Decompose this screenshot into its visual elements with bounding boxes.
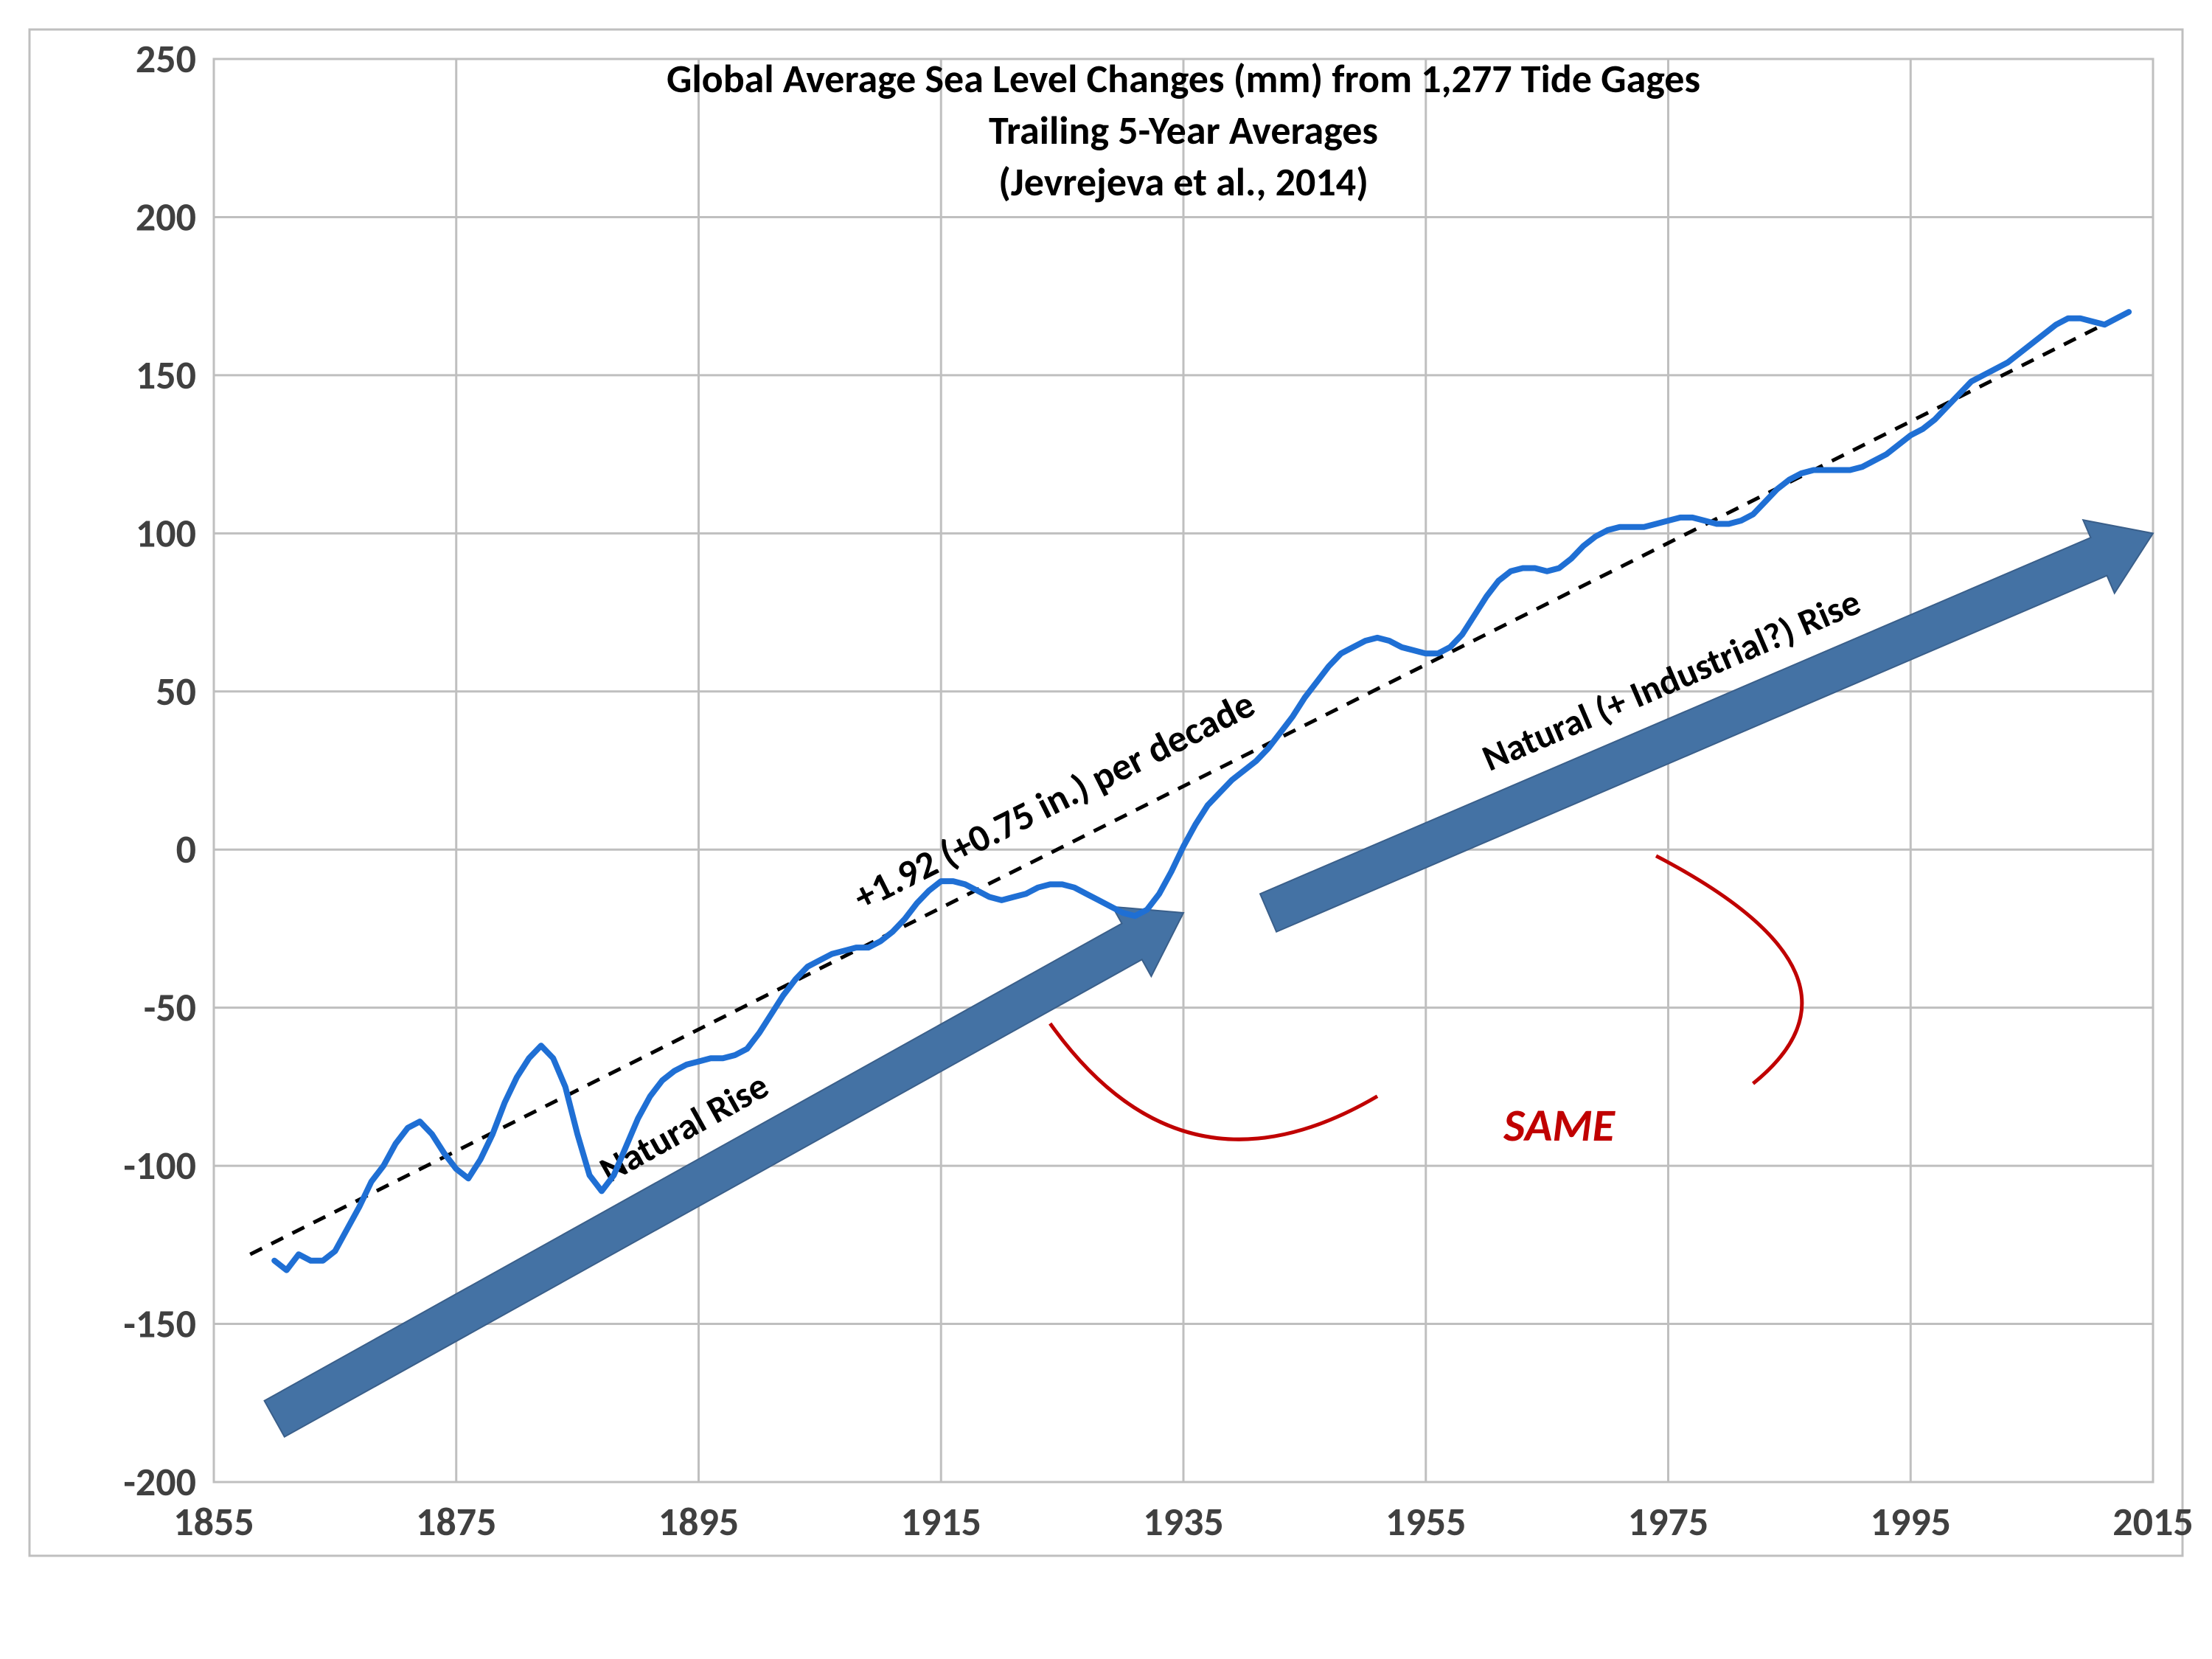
x-tick-label: 1875 [416, 1498, 496, 1546]
chart-title-line: Global Average Sea Level Changes (mm) fr… [667, 55, 1700, 103]
y-tick-label: 150 [136, 351, 196, 400]
x-tick-label: 1975 [1628, 1498, 1708, 1546]
x-tick-labels: 185518751895191519351955197519952015 [173, 1498, 2193, 1546]
y-tick-label: 200 [136, 192, 196, 241]
x-tick-label: 1915 [901, 1498, 981, 1546]
chart-container: 185518751895191519351955197519952015-200… [0, 0, 2212, 1659]
chart-title-line: (Jevrejeva et al., 2014) [998, 158, 1368, 206]
x-tick-label: 2015 [2112, 1498, 2193, 1546]
x-tick-label: 1955 [1385, 1498, 1466, 1546]
y-tick-label: -200 [123, 1458, 196, 1506]
y-tick-label: -100 [123, 1141, 196, 1190]
y-tick-label: 50 [156, 667, 196, 716]
x-tick-label: 1895 [658, 1498, 739, 1546]
x-tick-label: 1935 [1143, 1498, 1223, 1546]
y-tick-label: 250 [136, 35, 196, 83]
y-tick-label: 0 [176, 825, 196, 874]
x-tick-label: 1995 [1871, 1498, 1951, 1546]
same-label: SAME [1503, 1097, 1615, 1153]
y-tick-label: -150 [123, 1300, 196, 1349]
sea-level-chart: 185518751895191519351955197519952015-200… [0, 0, 2212, 1659]
y-tick-label: 100 [136, 509, 196, 557]
chart-title-line: Trailing 5-Year Averages [989, 106, 1378, 155]
y-tick-label: -50 [144, 984, 196, 1032]
